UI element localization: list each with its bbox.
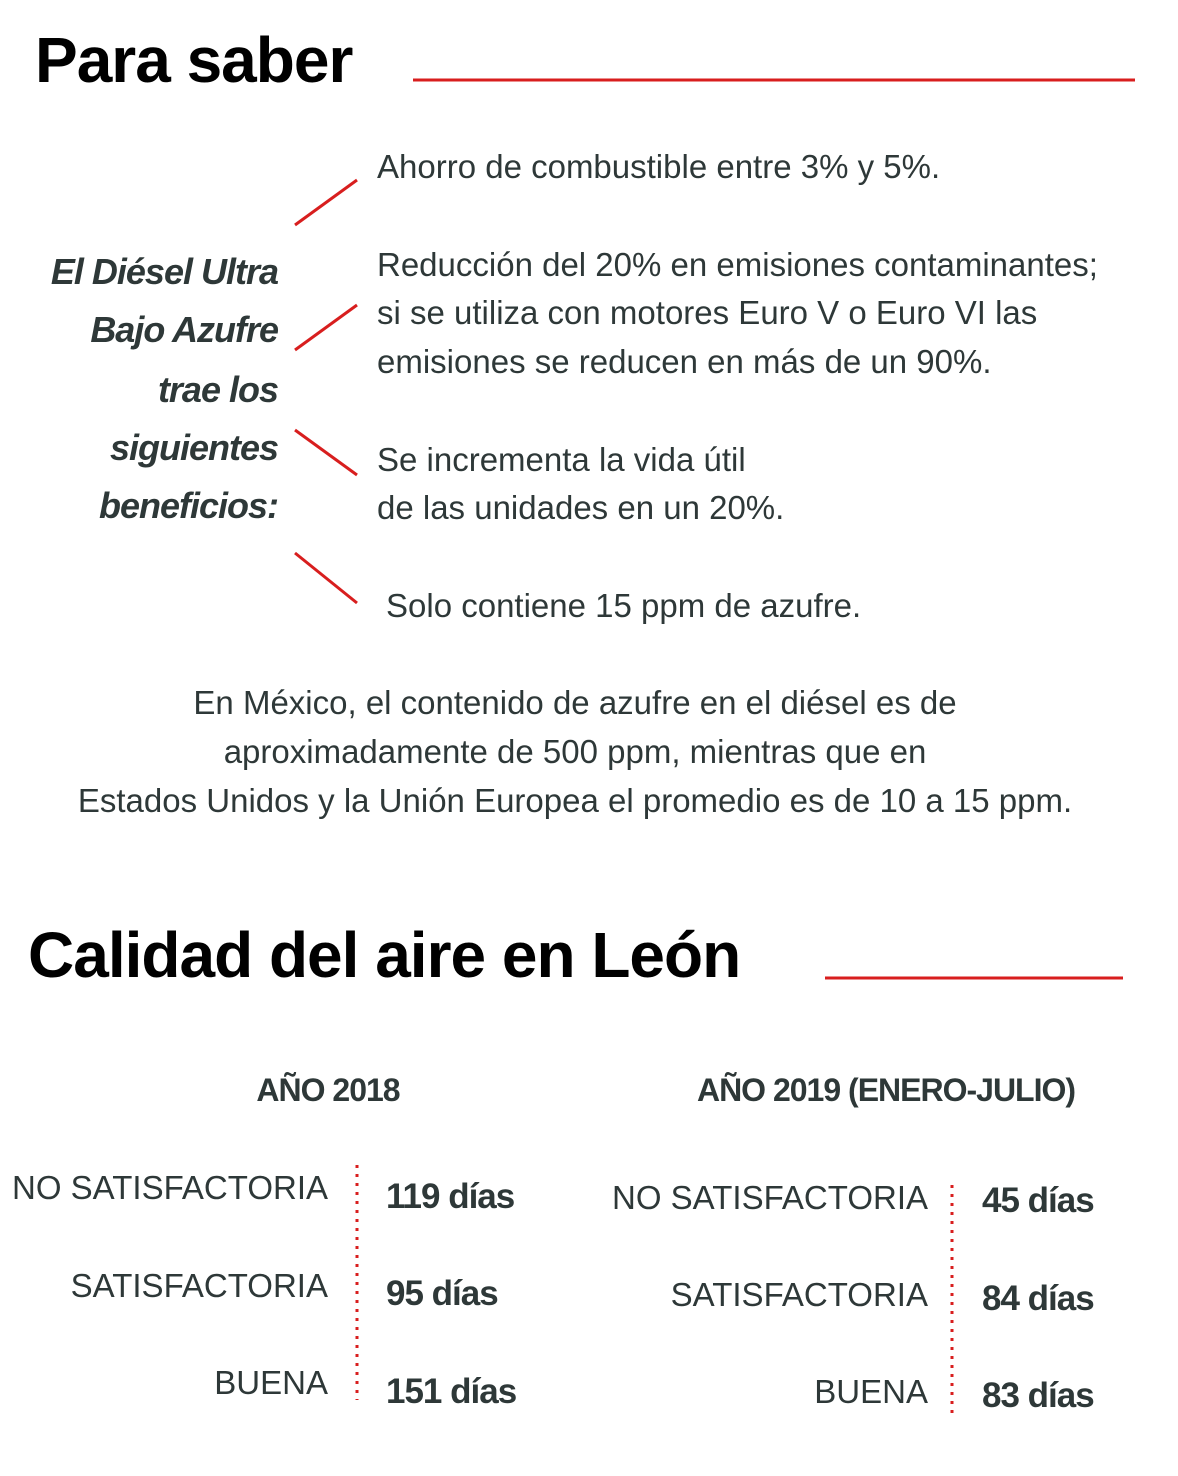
- row-value: 45 días: [982, 1181, 1095, 1220]
- section-title: Para saber: [35, 24, 353, 96]
- intro-line: Bajo Azufre: [90, 309, 279, 350]
- row-value: 119 días: [386, 1177, 515, 1216]
- intro-line: beneficios:: [98, 485, 279, 526]
- benefit-line: emisiones se reducen en más de un 90%.: [377, 343, 992, 380]
- benefit-line: Reducción del 20% en emisiones contamina…: [377, 246, 1098, 283]
- intro-line: siguientes: [109, 427, 279, 468]
- connector: [294, 303, 358, 352]
- row-label: BUENA: [214, 1364, 328, 1401]
- row-value: 151 días: [386, 1372, 517, 1411]
- intro-line: El Diésel Ultra: [50, 251, 279, 292]
- benefit-line: Ahorro de combustible entre 3% y 5%.: [377, 148, 941, 185]
- row-value: 84 días: [982, 1279, 1095, 1318]
- benefit-line: si se utiliza con motores Euro V o Euro …: [377, 294, 1038, 331]
- table-heading: AÑO 2019 (ENERO-JULIO): [696, 1072, 1076, 1108]
- connector: [294, 428, 358, 477]
- row-label: NO SATISFACTORIA: [12, 1169, 328, 1206]
- row-value: 83 días: [982, 1376, 1095, 1415]
- note-line: Estados Unidos y la Unión Europea el pro…: [77, 782, 1073, 819]
- section-title: Calidad del aire en León: [28, 919, 741, 991]
- connector: [294, 551, 358, 605]
- row-label: SATISFACTORIA: [70, 1267, 328, 1304]
- row-label: SATISFACTORIA: [670, 1276, 928, 1313]
- row-label: NO SATISFACTORIA: [612, 1179, 928, 1216]
- benefit-line: Se incrementa la vida útil: [377, 441, 746, 478]
- connector: [294, 178, 358, 227]
- benefit-line: Solo contiene 15 ppm de azufre.: [386, 587, 862, 624]
- note-line: En México, el contenido de azufre en el …: [193, 684, 957, 721]
- table-heading: AÑO 2018: [256, 1072, 400, 1108]
- row-value: 95 días: [386, 1274, 499, 1313]
- row-label: BUENA: [814, 1373, 928, 1410]
- note-line: aproximadamente de 500 ppm, mientras que…: [223, 733, 927, 770]
- benefit-line: de las unidades en un 20%.: [377, 489, 785, 526]
- intro-line: trae los: [157, 369, 279, 410]
